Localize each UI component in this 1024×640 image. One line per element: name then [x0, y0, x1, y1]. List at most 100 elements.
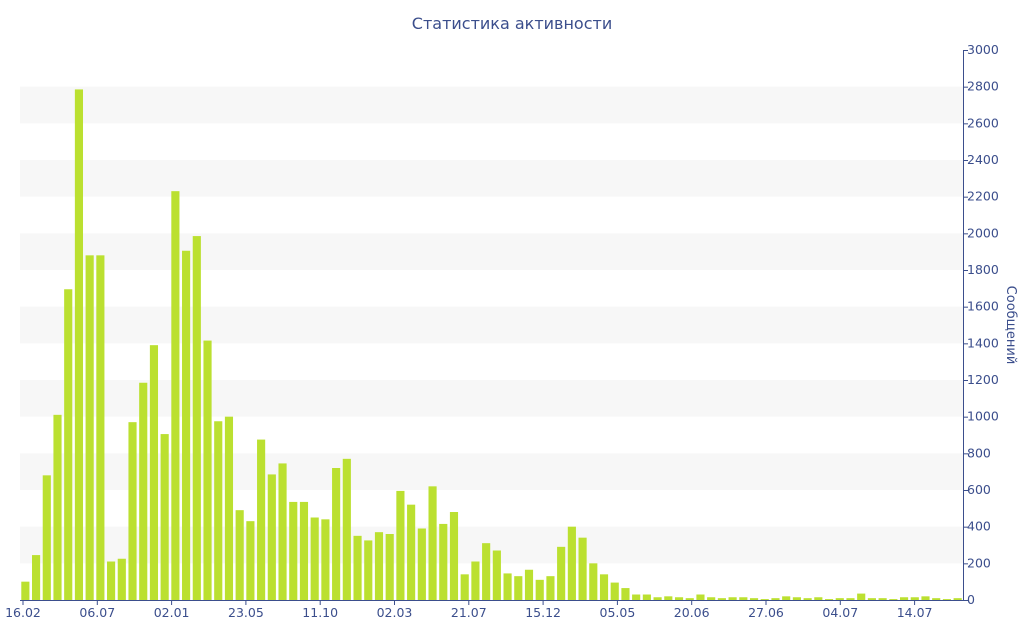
- bar: [642, 594, 651, 600]
- y-tick-label: 2200: [967, 189, 999, 204]
- bar: [321, 519, 330, 600]
- y-tick-label: 1800: [967, 262, 999, 277]
- bar: [578, 537, 587, 600]
- bar: [674, 597, 684, 600]
- bar: [942, 599, 951, 600]
- bar: [535, 579, 544, 600]
- bar: [417, 528, 426, 600]
- grid-band: [20, 380, 963, 417]
- bar: [492, 550, 501, 600]
- y-tick-label: 2800: [967, 79, 999, 94]
- bar: [771, 598, 780, 600]
- bar: [739, 597, 748, 600]
- bar: [557, 546, 566, 600]
- bar: [621, 588, 630, 600]
- bar: [846, 598, 855, 600]
- bar: [782, 596, 791, 600]
- bar: [449, 512, 459, 600]
- x-tick-label: 02.03: [377, 605, 413, 620]
- bar: [867, 598, 876, 600]
- bar: [171, 191, 180, 601]
- bar: [85, 255, 94, 600]
- bar: [567, 526, 576, 600]
- bar: [246, 521, 255, 600]
- bar: [32, 555, 41, 600]
- bar: [342, 458, 351, 600]
- bar: [128, 422, 137, 600]
- grid-band: [20, 86, 963, 124]
- bar: [814, 597, 823, 600]
- bar: [524, 569, 534, 600]
- bar: [653, 597, 662, 600]
- bar: [460, 574, 469, 600]
- bar: [471, 561, 480, 600]
- y-tick-label: 1600: [967, 299, 999, 314]
- bar: [546, 576, 555, 600]
- grid-band: [20, 160, 963, 197]
- y-axis-ticks: 0 200 400 600 800 1000 1200 1400 1600 1800 2000 220…: [963, 42, 999, 607]
- bar: [96, 255, 105, 600]
- bar: [203, 340, 212, 600]
- bar: [42, 475, 51, 600]
- bars: [21, 89, 962, 601]
- y-tick-label: 2000: [967, 225, 999, 240]
- bar: [664, 596, 673, 600]
- bar: [385, 534, 394, 600]
- x-tick-label: 06.07: [79, 605, 115, 620]
- bar: [428, 486, 437, 600]
- bar: [224, 416, 234, 600]
- bar: [74, 89, 84, 601]
- x-tick-label: 23.05: [228, 605, 264, 620]
- y-tick-label: 200: [967, 555, 991, 570]
- x-tick-label: 02.01: [154, 605, 190, 620]
- bar: [117, 558, 126, 600]
- bar: [353, 535, 362, 600]
- bar: [760, 599, 769, 600]
- bar: [728, 597, 737, 600]
- x-tick-label: 15.12: [525, 605, 561, 620]
- bar: [589, 563, 598, 600]
- bar: [374, 532, 384, 600]
- bar: [182, 250, 191, 600]
- x-tick-label: 20.06: [674, 605, 710, 620]
- bar: [792, 597, 801, 600]
- bar: [824, 599, 834, 600]
- bar: [192, 236, 201, 600]
- bar: [289, 501, 298, 600]
- bar: [364, 540, 373, 600]
- bar: [407, 504, 416, 600]
- bar: [139, 382, 148, 600]
- y-tick-label: 400: [967, 519, 991, 534]
- x-tick-label: 21.07: [451, 605, 487, 620]
- bar: [214, 421, 223, 600]
- bar: [257, 439, 266, 600]
- bar: [610, 582, 619, 600]
- y-tick-label: 3000: [967, 42, 999, 57]
- bar: [64, 289, 73, 600]
- bar: [396, 490, 405, 600]
- bar: [235, 510, 244, 600]
- bar: [503, 573, 512, 600]
- bar: [53, 414, 62, 600]
- bar: [717, 598, 726, 600]
- bar: [857, 593, 866, 600]
- bar: [299, 501, 309, 600]
- y-tick-label: 1000: [967, 409, 999, 424]
- bar: [514, 576, 523, 600]
- bar: [749, 598, 759, 600]
- bar: [835, 598, 844, 600]
- bar: [278, 463, 287, 600]
- bar: [21, 581, 30, 600]
- y-tick-label: 2600: [967, 115, 999, 130]
- bar: [932, 598, 941, 600]
- bar: [889, 599, 898, 600]
- bar: [696, 594, 705, 600]
- bar: [160, 434, 169, 600]
- x-tick-label: 05.05: [600, 605, 636, 620]
- y-axis-title: Сообщений: [1003, 286, 1018, 365]
- grid-band: [20, 306, 963, 344]
- y-tick-label: 1200: [967, 372, 999, 387]
- y-tick-label: 1400: [967, 335, 999, 350]
- y-tick-label: 600: [967, 482, 991, 497]
